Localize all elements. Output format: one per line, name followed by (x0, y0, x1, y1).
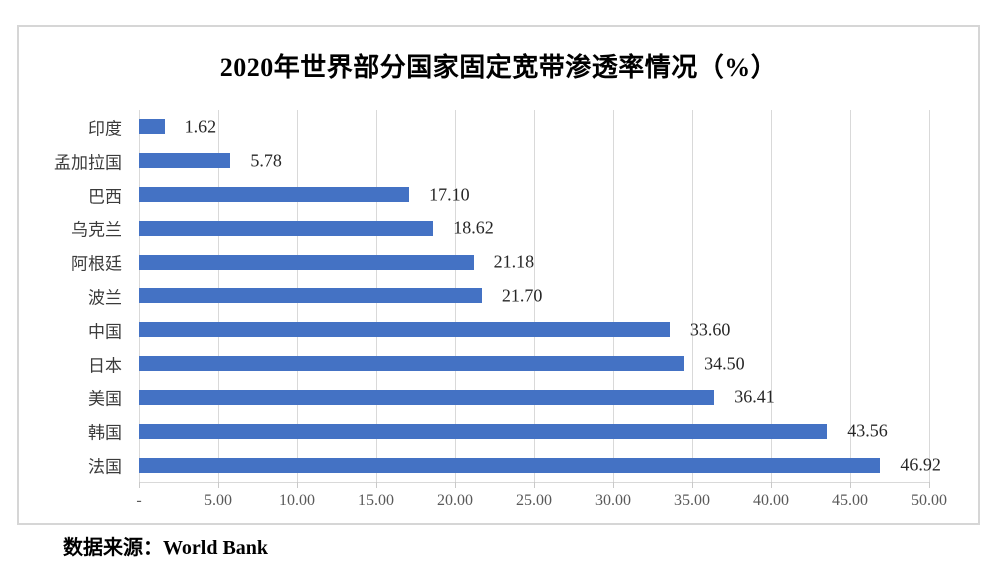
x-axis-tick (770, 482, 772, 488)
x-axis-tick (296, 482, 298, 488)
x-tick-label: 45.00 (832, 492, 868, 509)
value-label: 18.62 (453, 217, 494, 238)
category-label: 日本 (88, 356, 122, 376)
category-label: 巴西 (88, 187, 122, 207)
x-axis-tick (138, 482, 140, 488)
x-tick-label: 5.00 (204, 492, 232, 509)
value-label: 43.56 (847, 420, 888, 441)
bar-row: 43.56 (139, 414, 929, 448)
value-label: 46.92 (900, 454, 941, 475)
chart-card: 2020年世界部分国家固定宽带渗透率情况（%） - 5.00 10.00 15.00 2… (17, 25, 980, 525)
bar-中国 (139, 322, 670, 338)
bar-row: 33.60 (139, 313, 929, 347)
x-tick-label: 25.00 (516, 492, 552, 509)
x-axis-tick (454, 482, 456, 488)
x-axis-tick (849, 482, 851, 488)
bar-row: 18.62 (139, 211, 929, 245)
x-tick-label: 50.00 (911, 492, 947, 509)
x-tick-label: - (136, 492, 142, 509)
gridline (533, 110, 535, 482)
category-label: 法国 (88, 457, 122, 477)
source-note: 数据来源：World Bank (63, 537, 269, 559)
bar-阿根廷 (139, 254, 474, 270)
bar-印度 (139, 119, 165, 135)
x-tick-label: 30.00 (595, 492, 631, 509)
bar-波兰 (139, 288, 482, 304)
bar-row: 21.70 (139, 279, 929, 313)
gridline (928, 110, 930, 482)
category-label: 韩国 (88, 423, 122, 443)
x-axis-tick (217, 482, 219, 488)
x-axis-tick (375, 482, 377, 488)
value-label: 5.78 (250, 150, 282, 171)
category-label: 美国 (88, 389, 122, 409)
bar-row: 46.92 (139, 448, 941, 482)
x-axis-tick (691, 482, 693, 488)
category-label: 孟加拉国 (54, 153, 122, 173)
x-tick-label: 10.00 (279, 492, 315, 509)
bar-row: 17.10 (139, 178, 929, 212)
chart-title: 2020年世界部分国家固定宽带渗透率情况（%） (219, 53, 778, 82)
x-tick-label: 35.00 (674, 492, 710, 509)
value-label: 34.50 (704, 353, 745, 374)
category-label: 中国 (88, 322, 122, 342)
gridline (770, 110, 772, 482)
bar-乌克兰 (139, 220, 434, 236)
value-label: 21.18 (493, 251, 535, 272)
x-axis-tick (612, 482, 614, 488)
bar-法国 (139, 457, 881, 473)
category-label: 乌克兰 (71, 220, 122, 240)
category-label: 阿根廷 (71, 254, 122, 274)
plot-area: - 5.00 10.00 15.00 20.00 25.00 30.00 35.00 40.00… (54, 110, 947, 509)
bar-韩国 (139, 423, 828, 439)
value-label: 33.60 (689, 319, 731, 340)
gridline (612, 110, 614, 482)
bar-row: 1.62 (139, 110, 929, 144)
value-label: 1.62 (184, 116, 217, 137)
x-tick-label: 20.00 (437, 492, 473, 509)
bar-row: 21.18 (139, 245, 929, 279)
bar-巴西 (139, 187, 410, 203)
bar-日本 (139, 356, 685, 372)
gridline (691, 110, 693, 482)
bar-row: 34.50 (139, 347, 929, 381)
bar-美国 (139, 389, 715, 405)
bar-孟加拉国 (139, 153, 231, 169)
category-label: 波兰 (88, 288, 122, 308)
x-axis-tick (928, 482, 930, 488)
category-label: 印度 (88, 119, 122, 139)
value-label: 36.41 (734, 386, 775, 407)
x-axis-tick (533, 482, 535, 488)
value-label: 17.10 (429, 184, 470, 205)
gridline (849, 110, 851, 482)
x-tick-label: 40.00 (753, 492, 789, 509)
x-tick-label: 15.00 (358, 492, 394, 509)
bar-row: 36.41 (139, 381, 929, 415)
bar-row: 5.78 (139, 144, 929, 178)
value-label: 21.70 (501, 285, 543, 306)
